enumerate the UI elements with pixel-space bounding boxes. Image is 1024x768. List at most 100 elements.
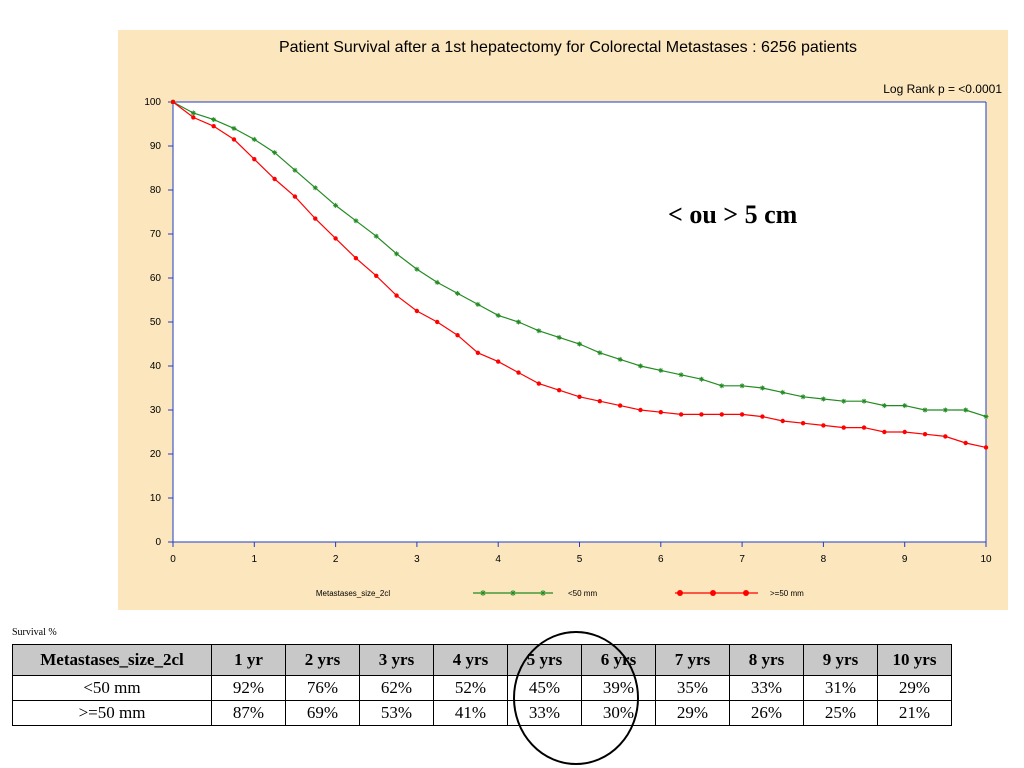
legend-marker-lt50mm: [480, 590, 486, 596]
legend-marker-ge50mm: [743, 590, 749, 596]
data-point-ge50mm: [760, 414, 765, 419]
data-point-ge50mm: [821, 423, 826, 428]
data-point-lt50mm: [333, 202, 339, 208]
data-point-ge50mm: [252, 157, 257, 162]
table-caption: Survival %: [12, 627, 57, 638]
x-tick-label: 8: [821, 554, 827, 565]
data-point-ge50mm: [678, 412, 684, 417]
data-point-lt50mm: [922, 407, 928, 413]
table-cell: 52%: [433, 675, 508, 701]
y-tick-label: 50: [150, 317, 162, 328]
data-point-lt50mm: [434, 279, 440, 285]
y-tick-label: 20: [150, 449, 162, 460]
y-tick-label: 70: [150, 229, 162, 240]
table-row: <50 mm 92% 76% 62% 52% 45% 39% 35% 33% 3…: [12, 675, 952, 701]
data-point-ge50mm: [496, 359, 501, 364]
data-point-ge50mm: [435, 319, 440, 325]
table-cell: 33%: [729, 675, 804, 701]
data-point-ge50mm: [902, 429, 907, 435]
data-point-ge50mm: [577, 394, 582, 399]
data-point-ge50mm: [719, 412, 724, 417]
legend-marker-ge50mm: [710, 590, 716, 596]
x-tick-label: 6: [658, 554, 664, 565]
data-point-lt50mm: [881, 403, 887, 409]
x-tick-label: 4: [495, 554, 501, 565]
data-point-lt50mm: [739, 383, 745, 389]
table-cell: 45%: [507, 675, 582, 701]
data-point-ge50mm: [922, 432, 928, 437]
data-point-ge50mm: [943, 434, 948, 439]
data-point-ge50mm: [455, 333, 460, 338]
data-point-lt50mm: [516, 319, 522, 325]
legend-label-lt50mm: <50 mm: [568, 589, 597, 598]
x-tick-label: 10: [980, 554, 992, 565]
table-cell: 53%: [359, 700, 434, 726]
x-tick-label: 9: [902, 554, 908, 565]
y-tick-label: 0: [155, 537, 161, 548]
data-point-lt50mm: [820, 396, 826, 402]
data-point-ge50mm: [861, 425, 867, 430]
y-tick-label: 100: [144, 97, 161, 108]
data-point-ge50mm: [983, 445, 989, 450]
data-point-ge50mm: [292, 194, 298, 199]
data-point-lt50mm: [373, 233, 379, 239]
table-cell: 25%: [803, 700, 878, 726]
data-point-ge50mm: [333, 236, 338, 241]
data-point-lt50mm: [455, 290, 461, 296]
table-cell: 92%: [211, 675, 286, 701]
row-label-cell: <50 mm: [12, 675, 212, 701]
data-point-ge50mm: [780, 418, 785, 424]
table-cell: 29%: [655, 700, 730, 726]
data-point-ge50mm: [638, 407, 643, 413]
data-point-lt50mm: [251, 136, 257, 142]
data-point-lt50mm: [902, 403, 908, 409]
table-cell: 87%: [211, 700, 286, 726]
header-cell: 3 yrs: [359, 644, 434, 676]
data-point-ge50mm: [617, 403, 623, 408]
data-point-ge50mm: [800, 421, 806, 426]
size-threshold-label: < ou > 5 cm: [668, 200, 798, 229]
legend-title: Metastases_size_2cl: [316, 589, 390, 598]
header-cell: 4 yrs: [433, 644, 508, 676]
data-point-lt50mm: [577, 341, 582, 347]
y-tick-label: 80: [150, 185, 162, 196]
chart-panel: Patient Survival after a 1st hepatectomy…: [118, 30, 1008, 610]
data-point-ge50mm: [475, 350, 481, 355]
y-tick-label: 30: [150, 405, 162, 416]
y-tick-label: 10: [150, 493, 162, 504]
table-cell: 30%: [581, 700, 656, 726]
header-cell: 6 yrs: [581, 644, 656, 676]
data-point-lt50mm: [719, 383, 725, 389]
data-point-lt50mm: [841, 398, 847, 404]
data-point-ge50mm: [963, 440, 968, 446]
data-point-ge50mm: [353, 256, 359, 261]
data-point-ge50mm: [739, 412, 745, 417]
data-point-ge50mm: [882, 429, 887, 435]
table-cell: 39%: [581, 675, 656, 701]
data-point-lt50mm: [780, 389, 786, 395]
table-cell: 29%: [877, 675, 952, 701]
data-point-lt50mm: [658, 367, 664, 373]
data-point-lt50mm: [190, 110, 196, 116]
survival-chart: Patient Survival after a 1st hepatectomy…: [118, 30, 1008, 610]
data-point-ge50mm: [658, 410, 663, 415]
data-point-ge50mm: [272, 176, 277, 182]
table-cell: 76%: [285, 675, 360, 701]
data-point-ge50mm: [191, 115, 196, 120]
header-cell: 9 yrs: [803, 644, 878, 676]
data-point-ge50mm: [556, 388, 562, 393]
data-point-ge50mm: [414, 308, 420, 314]
data-point-ge50mm: [516, 370, 521, 375]
data-point-ge50mm: [536, 381, 542, 386]
survival-table: Metastases_size_2cl 1 yr 2 yrs 3 yrs 4 y…: [12, 644, 952, 726]
x-tick-label: 7: [739, 554, 745, 565]
y-tick-label: 60: [150, 273, 162, 284]
data-point-lt50mm: [556, 334, 562, 340]
data-point-lt50mm: [394, 251, 400, 257]
x-tick-label: 2: [333, 554, 339, 565]
data-point-ge50mm: [597, 399, 603, 404]
table-cell: 69%: [285, 700, 360, 726]
header-cell: Metastases_size_2cl: [12, 644, 212, 676]
plot-area: [173, 102, 986, 542]
header-cell: 10 yrs: [877, 644, 952, 676]
